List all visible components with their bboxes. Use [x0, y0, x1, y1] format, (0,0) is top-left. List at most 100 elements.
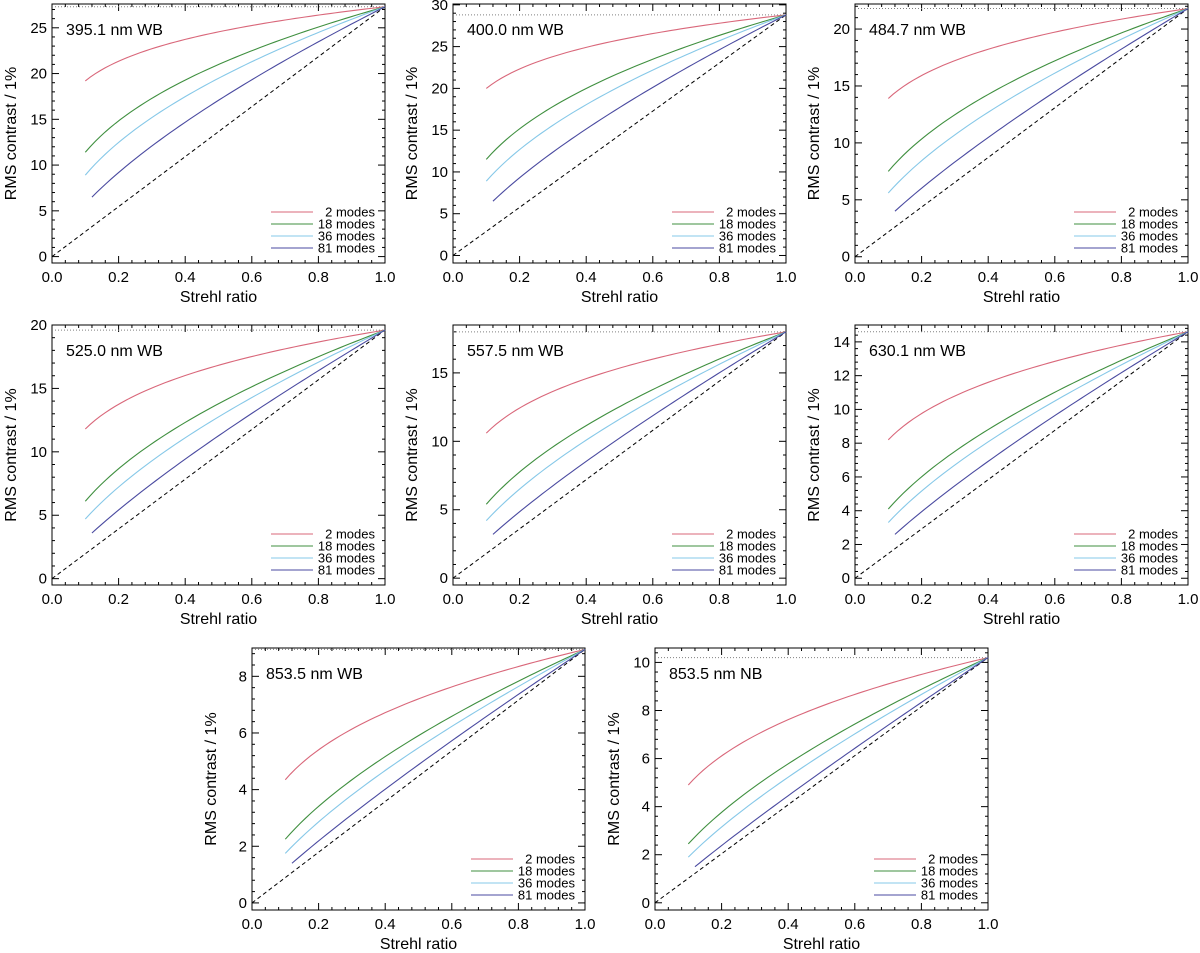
series-line-2-modes — [84, 329, 386, 430]
legend-label: 2 modes — [726, 527, 776, 542]
chart-panel-5: 0.0 0.2 0.4 0.6 0.8 1.0 0 5 10 15 Strehl ratio RMS … — [404, 324, 796, 628]
y-tick-label: 15 — [30, 111, 47, 128]
legend-label: 36 modes — [318, 551, 376, 566]
y-tick-label: 6 — [642, 751, 650, 768]
legend-label: 18 modes — [719, 217, 777, 232]
y-tick-label: 6 — [842, 469, 850, 486]
x-tick-label: 1.0 — [978, 916, 999, 933]
legend-label: 2 modes — [1128, 527, 1178, 542]
x-tick-label: 1.0 — [575, 916, 596, 933]
y-tick-label: 8 — [239, 668, 247, 685]
y-tick-label: 20 — [833, 21, 850, 38]
series-line-36-modes — [485, 331, 787, 522]
chart-panel-3: 0.0 0.2 0.4 0.6 0.8 1.0 0 5 10 15 20 Strehl ratio RM… — [806, 3, 1198, 306]
series-line-36-modes — [84, 6, 386, 176]
series-line-18-modes — [485, 14, 787, 160]
y-tick-label: 5 — [440, 206, 448, 223]
x-tick-label: 0.0 — [42, 269, 63, 286]
x-tick-label: 0.0 — [42, 591, 63, 608]
series-line-36-modes — [887, 8, 1189, 194]
x-tick-label: 0.0 — [443, 269, 464, 286]
y-tick-label: 10 — [431, 433, 448, 450]
diagonal-line — [452, 331, 787, 579]
panel-title: 400.0 nm WB — [467, 22, 564, 39]
diagonal-line — [654, 657, 989, 904]
diagonal-line — [854, 8, 1189, 258]
series-line-18-modes — [84, 329, 386, 502]
series-line-36-modes — [284, 648, 586, 854]
legend-label: 18 modes — [921, 864, 979, 879]
x-tick-label: 0.2 — [509, 269, 530, 286]
legend-label: 36 modes — [1121, 551, 1179, 566]
x-axis-title: Strehl ratio — [581, 611, 658, 628]
x-tick-label: 0.8 — [911, 916, 932, 933]
chart-panel-6: 0.0 0.2 0.4 0.6 0.8 1.0 0 2 4 6 8 10 12 14 Strehl rati… — [806, 324, 1198, 628]
x-tick-label: 0.0 — [845, 591, 866, 608]
legend-label: 36 modes — [518, 876, 576, 891]
legend-label: 36 modes — [318, 229, 376, 244]
x-tick-label: 0.2 — [108, 269, 129, 286]
series-line-81-modes — [91, 6, 386, 198]
y-tick-label: 12 — [833, 368, 850, 385]
plot-frame — [51, 3, 386, 264]
series-line-81-modes — [492, 331, 787, 535]
y-axis-title: RMS contrast / 1% — [3, 67, 20, 200]
y-tick-label: 15 — [431, 365, 448, 382]
x-tick-label: 1.0 — [776, 269, 797, 286]
x-tick-label: 0.0 — [443, 591, 464, 608]
x-tick-label: 0.2 — [911, 269, 932, 286]
panel-title: 557.5 nm WB — [467, 343, 564, 360]
legend-label: 2 modes — [726, 205, 776, 220]
x-tick-label: 0.8 — [1111, 591, 1132, 608]
x-tick-label: 0.4 — [375, 916, 396, 933]
panel-title: 484.7 nm WB — [869, 22, 966, 39]
y-tick-label: 30 — [431, 0, 448, 14]
y-axis-title: RMS contrast / 1% — [404, 388, 421, 521]
chart-panel-7: 0.0 0.2 0.4 0.6 0.8 1.0 0 2 4 6 8 Strehl ratio RMS c… — [203, 647, 596, 953]
legend-label: 2 modes — [928, 852, 978, 867]
legend-label: 18 modes — [1121, 539, 1179, 554]
y-tick-label: 10 — [30, 444, 47, 461]
series-line-2-modes — [284, 648, 586, 781]
legend-label: 81 modes — [1121, 241, 1179, 256]
y-axis-title: RMS contrast / 1% — [606, 712, 623, 845]
x-tick-label: 0.4 — [778, 916, 799, 933]
panel-title: 525.0 nm WB — [66, 343, 163, 360]
series-line-36-modes — [687, 657, 989, 858]
y-tick-label: 10 — [431, 164, 448, 181]
plot-frame — [452, 3, 787, 264]
legend-label: 81 modes — [518, 888, 576, 903]
diagonal-line — [854, 331, 1189, 579]
panel-title: 630.1 nm WB — [869, 343, 966, 360]
y-tick-label: 15 — [30, 380, 47, 397]
x-tick-label: 0.2 — [509, 591, 530, 608]
x-tick-label: 0.6 — [642, 591, 663, 608]
y-axis-title: RMS contrast / 1% — [404, 67, 421, 200]
series-line-81-modes — [894, 8, 1189, 212]
legend-label: 81 modes — [719, 563, 777, 578]
series-line-18-modes — [887, 8, 1189, 172]
x-tick-label: 0.6 — [1044, 591, 1065, 608]
y-tick-label: 10 — [833, 401, 850, 418]
y-axis-title: RMS contrast / 1% — [3, 388, 20, 521]
x-tick-label: 0.6 — [642, 269, 663, 286]
legend-label: 81 modes — [921, 888, 979, 903]
x-tick-label: 0.6 — [241, 269, 262, 286]
legend-label: 2 modes — [1128, 205, 1178, 220]
series-line-18-modes — [284, 648, 586, 840]
x-axis-title: Strehl ratio — [180, 289, 257, 306]
x-tick-label: 0.2 — [108, 591, 129, 608]
x-tick-label: 0.2 — [911, 591, 932, 608]
plot-frame — [854, 3, 1189, 264]
x-tick-label: 0.0 — [645, 916, 666, 933]
y-tick-label: 4 — [842, 503, 850, 520]
x-axis-title: Strehl ratio — [783, 936, 860, 953]
legend-label: 18 modes — [518, 864, 576, 879]
y-tick-label: 0 — [39, 249, 47, 266]
legend-label: 2 modes — [325, 205, 375, 220]
y-tick-label: 5 — [39, 507, 47, 524]
series-line-2-modes — [485, 14, 787, 89]
x-axis-title: Strehl ratio — [983, 289, 1060, 306]
diagonal-line — [51, 6, 386, 257]
